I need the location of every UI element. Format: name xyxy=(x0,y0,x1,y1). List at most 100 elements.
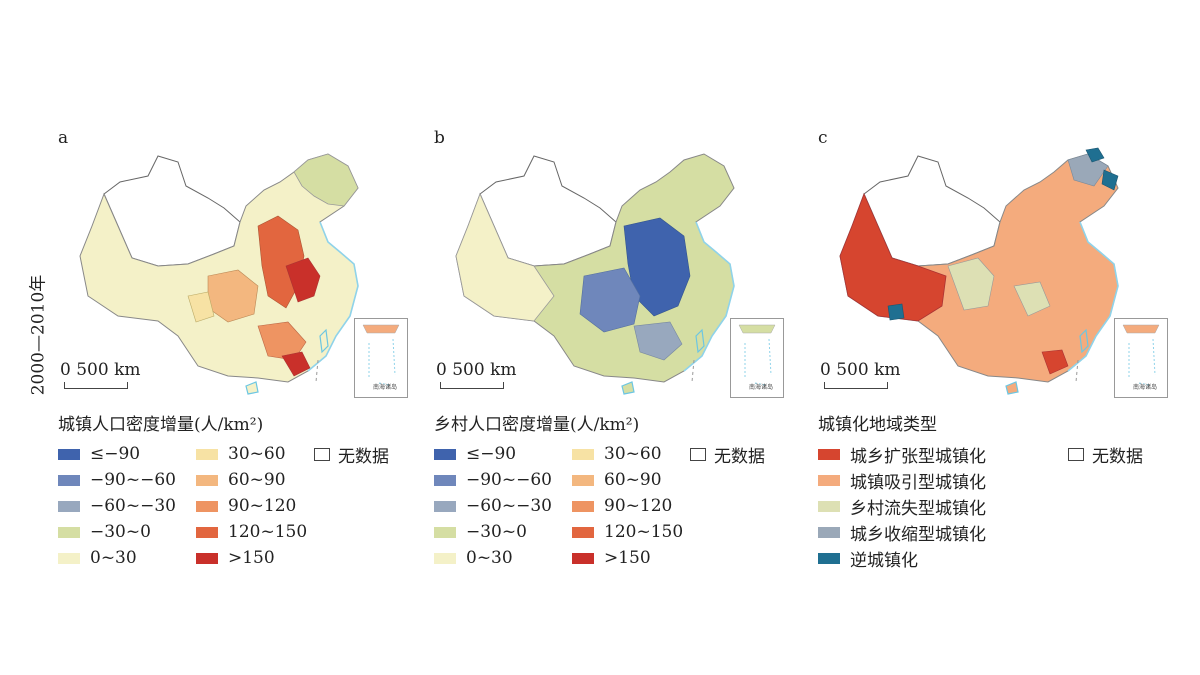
region-expansion-west xyxy=(839,192,947,322)
region-taiwan xyxy=(695,328,705,354)
legend-item-nodata: 无数据 xyxy=(1068,442,1143,467)
legend-item: 0~30 xyxy=(58,546,137,570)
legend-label: >150 xyxy=(604,548,651,568)
legend-label: 0~30 xyxy=(90,548,137,568)
legend-swatch xyxy=(818,448,840,460)
legend-label: 120~150 xyxy=(228,522,308,542)
legend-item: −90~−60 xyxy=(58,468,176,492)
legend-item-nodata: 无数据 xyxy=(690,442,765,467)
panel-letter: b xyxy=(434,128,445,148)
scale-label: 0 500 km xyxy=(820,360,901,380)
legend-swatch xyxy=(818,474,840,486)
legend-swatch xyxy=(196,448,218,460)
legend-swatch xyxy=(818,552,840,564)
legend-label: −90~−60 xyxy=(466,470,552,490)
legend-item: 90~120 xyxy=(196,494,296,518)
legend-swatch xyxy=(58,500,80,512)
south-china-sea-inset: 南海诸岛 xyxy=(730,318,784,398)
legend-item: 0~30 xyxy=(434,546,513,570)
region-hainan xyxy=(1005,381,1019,395)
inset-label: 南海诸岛 xyxy=(749,384,774,391)
legend-label: −30~0 xyxy=(90,522,151,542)
period-label-text: 2000—2010年 xyxy=(28,274,49,396)
legend-item: 90~120 xyxy=(572,494,672,518)
legend-label: −60~−30 xyxy=(90,496,176,516)
legend-label: 60~90 xyxy=(228,470,286,490)
legend-item: −30~0 xyxy=(58,520,151,544)
region-shrinkage-northeast xyxy=(1067,153,1109,187)
legend-swatch xyxy=(434,448,456,460)
legend-swatch xyxy=(58,552,80,564)
legend-label: 无数据 xyxy=(338,446,389,467)
south-china-sea-inset: 南海诸岛 xyxy=(354,318,408,398)
legend-swatch xyxy=(434,500,456,512)
legend-swatch xyxy=(572,448,594,460)
scale-bar-line xyxy=(824,382,888,389)
region-expansion-south xyxy=(1041,349,1069,375)
legend-label: 无数据 xyxy=(1092,446,1143,467)
period-label: 2000—2010年 xyxy=(6,250,66,420)
legend-label: 60~90 xyxy=(604,470,662,490)
legend-label: 乡村流失型城镇化 xyxy=(850,498,986,519)
region-counter-urbanization-north xyxy=(1085,147,1105,163)
panel-c: c 南海诸岛 0 500 km 城镇化地域类型 城乡扩张型城镇化 城镇吸引型城镇… xyxy=(818,128,1198,588)
legend-item: 城乡扩张型城镇化 xyxy=(818,442,986,467)
region-hainan xyxy=(245,381,259,395)
legend-label: −90~−60 xyxy=(90,470,176,490)
legend-swatch xyxy=(434,552,456,564)
region-central-decline xyxy=(579,267,641,333)
legend-swatch xyxy=(196,552,218,564)
legend-swatch xyxy=(196,500,218,512)
legend-label: 城乡收缩型城镇化 xyxy=(850,524,986,545)
legend-swatch-empty xyxy=(1068,447,1084,461)
legend-swatch xyxy=(818,526,840,538)
legend-item: −90~−60 xyxy=(434,468,552,492)
legend-swatch xyxy=(196,474,218,486)
legend-swatch xyxy=(58,526,80,538)
legend-label: 城镇吸引型城镇化 xyxy=(850,472,986,493)
legend-swatch xyxy=(572,474,594,486)
scale-bar-line xyxy=(440,382,504,389)
scale-bar: 0 500 km xyxy=(60,360,141,389)
legend-swatch xyxy=(434,474,456,486)
inset-map xyxy=(738,324,776,386)
legend-swatch xyxy=(572,500,594,512)
legend-label: ≤−90 xyxy=(90,444,141,464)
panel-letter: c xyxy=(818,128,828,148)
region-east-decline xyxy=(623,217,691,317)
urban-density-map xyxy=(79,153,359,395)
legend-label: 120~150 xyxy=(604,522,684,542)
legend-swatch xyxy=(572,552,594,564)
region-yangtze-delta xyxy=(285,257,321,303)
region-taiwan xyxy=(1079,328,1089,354)
legend-label: 90~120 xyxy=(604,496,673,516)
legend-label: 0~30 xyxy=(466,548,513,568)
legend-item: 逆城镇化 xyxy=(818,546,918,571)
south-china-sea-inset: 南海诸岛 xyxy=(1114,318,1168,398)
legend-label: 逆城镇化 xyxy=(850,550,918,571)
region-counter-urbanization-east xyxy=(1101,169,1119,191)
region-northeast xyxy=(293,153,359,207)
legend-item: ≤−90 xyxy=(58,442,140,466)
panel-b: b 南海诸岛 0 500 km 乡村人口密度增量(人/km²) ≤−90 −90… xyxy=(434,128,814,588)
legend-title: 乡村人口密度增量(人/km²) xyxy=(434,415,640,435)
scale-bar-line xyxy=(64,382,128,389)
legend-label: −60~−30 xyxy=(466,496,552,516)
sea-boundary xyxy=(1075,359,1079,383)
legend-item: 60~90 xyxy=(572,468,662,492)
legend-item: −60~−30 xyxy=(434,494,552,518)
scale-bar: 0 500 km xyxy=(820,360,901,389)
rural-density-map xyxy=(455,153,735,395)
legend-label: 90~120 xyxy=(228,496,297,516)
legend-item: 60~90 xyxy=(196,468,286,492)
sea-boundary xyxy=(691,359,695,383)
region-taiwan xyxy=(319,328,329,354)
legend-item: −60~−30 xyxy=(58,494,176,518)
legend-label: 无数据 xyxy=(714,446,765,467)
legend-swatch xyxy=(196,526,218,538)
legend-item: −30~0 xyxy=(434,520,527,544)
panel-a: a 南海诸岛 0 500 km 城镇人口密度增量(人/km²) ≤−9 xyxy=(58,128,438,588)
region-outflow-east xyxy=(1013,281,1051,317)
legend-title: 城镇人口密度增量(人/km²) xyxy=(58,415,264,435)
legend-item-nodata: 无数据 xyxy=(314,442,389,467)
